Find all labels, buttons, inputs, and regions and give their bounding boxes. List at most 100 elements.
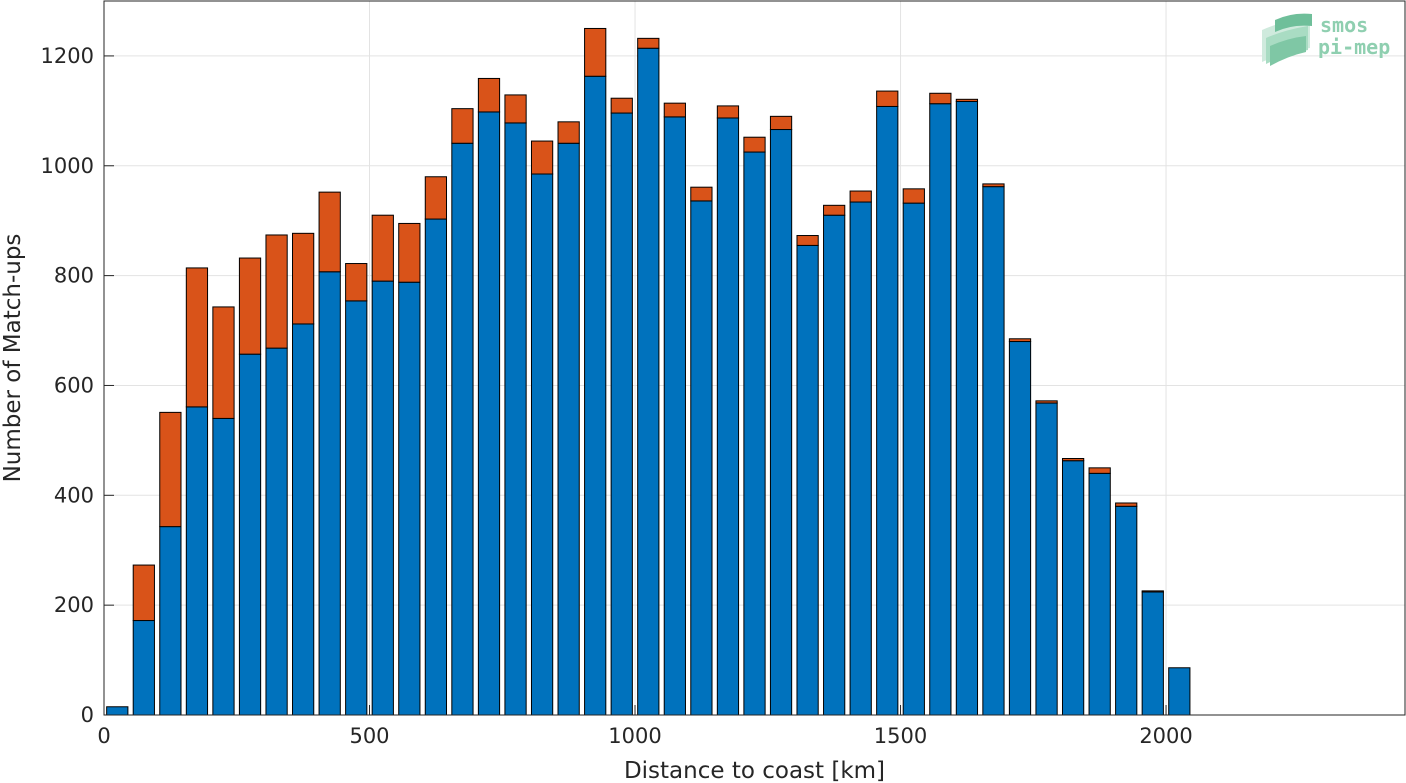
bar-series-1-bin-29	[876, 90, 899, 107]
bar-series-0-bin-24	[743, 151, 766, 716]
bar-series-1-bin-9	[345, 263, 368, 302]
bar-series-1-bin-7	[292, 232, 315, 325]
bar-series-0-bin-31	[929, 103, 952, 716]
bar-series-1-bin-5	[238, 257, 262, 355]
bar-series-0-bin-18	[584, 75, 607, 716]
bar-series-1-bin-11	[398, 222, 421, 283]
bar-series-1-bin-10	[371, 214, 394, 282]
logo-text-smos: smos	[1320, 13, 1368, 37]
bar-series-0-bin-2	[159, 526, 182, 716]
bar-series-0-bin-34	[1008, 341, 1032, 716]
y-tick-label: 400	[54, 483, 94, 507]
bar-series-1-bin-39	[1141, 590, 1164, 593]
bar-series-1-bin-6	[265, 234, 288, 349]
smos-pi-mep-logo: smos pi-mep	[1262, 13, 1390, 66]
bar-series-0-bin-36	[1061, 460, 1085, 716]
logo-waves-icon	[1262, 13, 1312, 66]
bar-series-1-bin-38	[1115, 502, 1138, 507]
axis-ticks: 0 500 1000 1500 2000 0 200 400 600 800 1000 1200	[41, 44, 1193, 748]
bar-series-0-bin-27	[823, 214, 846, 716]
bar-series-1-bin-26	[796, 235, 819, 246]
bar-series-0-bin-25	[769, 129, 793, 716]
bar-series-1-bin-34	[1008, 338, 1032, 343]
bar-series-0-bin-11	[398, 281, 421, 716]
bar-series-0-bin-3	[185, 406, 209, 716]
bar-series-1-bin-20	[637, 37, 660, 49]
x-tick-label: 2000	[1139, 724, 1192, 748]
bar-series-0-bin-0	[106, 706, 129, 716]
bar-series-0-bin-15	[504, 122, 527, 716]
bar-series-0-bin-26	[796, 244, 819, 716]
bar-series-0-bin-40	[1168, 667, 1191, 716]
bar-series-0-bin-23	[716, 117, 740, 716]
bar-series-0-bin-5	[238, 353, 262, 716]
y-tick-label: 600	[54, 373, 94, 397]
bar-series-0-bin-17	[557, 142, 580, 716]
bar-series-0-bin-20	[637, 47, 660, 716]
bar-series-1-bin-3	[185, 267, 209, 408]
bar-series-1-bin-22	[690, 186, 713, 202]
bar-series-1-bin-1	[132, 564, 155, 622]
bars	[106, 27, 1191, 716]
bar-series-1-bin-8	[318, 191, 341, 273]
bar-series-1-bin-33	[982, 183, 1005, 188]
bar-series-0-bin-22	[690, 200, 713, 716]
bar-series-1-bin-35	[1035, 400, 1058, 404]
bar-series-0-bin-12	[424, 218, 448, 716]
bar-series-1-bin-4	[212, 306, 235, 419]
bar-series-1-bin-31	[929, 92, 952, 105]
y-tick-label: 800	[54, 264, 94, 288]
bar-series-0-bin-28	[849, 201, 872, 716]
bar-series-0-bin-32	[955, 101, 979, 716]
logo-text-pi-mep: pi-mep	[1318, 35, 1390, 59]
bar-series-0-bin-16	[530, 173, 554, 716]
bar-series-1-bin-2	[159, 411, 182, 528]
y-tick-label: 200	[54, 593, 94, 617]
plot-frame	[103, 0, 1406, 716]
bar-series-1-bin-16	[530, 140, 554, 175]
bar-series-0-bin-21	[663, 116, 686, 716]
bar-series-0-bin-6	[265, 347, 288, 716]
bar-series-0-bin-4	[212, 417, 235, 716]
bar-series-0-bin-9	[345, 300, 368, 716]
bar-series-1-bin-30	[902, 188, 925, 204]
bar-series-0-bin-33	[982, 186, 1005, 716]
bar-series-1-bin-19	[610, 97, 633, 114]
bar-series-0-bin-37	[1088, 472, 1111, 716]
y-tick-label: 1200	[41, 44, 94, 68]
bar-series-1-bin-12	[424, 176, 448, 220]
bar-series-1-bin-25	[769, 115, 793, 131]
bar-series-0-bin-8	[318, 271, 341, 716]
bar-series-1-bin-32	[955, 98, 979, 103]
bar-series-0-bin-30	[902, 202, 925, 716]
y-tick-label: 0	[81, 703, 94, 727]
x-tick-label: 500	[349, 724, 389, 748]
x-axis-label: Distance to coast [km]	[624, 758, 885, 783]
bar-series-1-bin-14	[477, 77, 501, 113]
x-tick-label: 0	[97, 724, 110, 748]
bar-series-0-bin-38	[1115, 505, 1138, 716]
bar-series-0-bin-13	[451, 142, 474, 716]
bar-series-0-bin-19	[610, 112, 633, 716]
bar-series-0-bin-1	[132, 620, 155, 716]
y-axis-label: Number of Match-ups	[0, 234, 26, 483]
bar-series-1-bin-15	[504, 94, 527, 124]
bar-series-0-bin-14	[477, 111, 501, 716]
bar-series-1-bin-37	[1088, 467, 1111, 474]
y-tick-label: 1000	[41, 154, 94, 178]
bar-series-0-bin-35	[1035, 402, 1058, 716]
bar-series-0-bin-10	[371, 280, 394, 716]
bar-series-1-bin-23	[716, 105, 740, 119]
bar-series-1-bin-27	[823, 204, 846, 216]
bar-series-0-bin-39	[1141, 591, 1164, 716]
bar-series-1-bin-21	[663, 102, 686, 118]
bar-series-1-bin-28	[849, 190, 872, 203]
bar-series-1-bin-36	[1061, 458, 1085, 462]
bar-series-1-bin-24	[743, 136, 766, 153]
bar-series-1-bin-13	[451, 108, 474, 144]
bar-series-0-bin-29	[876, 105, 899, 716]
bar-series-0-bin-7	[292, 323, 315, 716]
x-tick-label: 1500	[874, 724, 927, 748]
bar-series-1-bin-17	[557, 121, 580, 144]
